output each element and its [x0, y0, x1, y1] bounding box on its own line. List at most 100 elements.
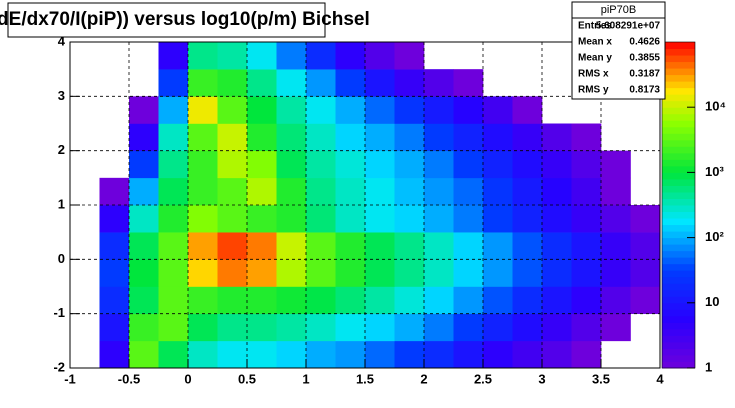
cell	[365, 150, 395, 179]
cell	[247, 205, 277, 233]
axes: -1 -0.5 0 0.5 1 1.5 2 2.5 3 3.5 4-2-10123411010²10…	[53, 1, 726, 386]
chart-title: log(dE/dx70/I(piP)) versus log10(p/m) Bi…	[0, 9, 370, 30]
cell	[247, 69, 277, 97]
cell	[129, 177, 159, 206]
colorbar-step	[662, 107, 695, 115]
colorbar-step	[662, 185, 695, 193]
cell	[512, 232, 543, 260]
colorbar-frame	[661, 41, 696, 369]
cell	[424, 286, 454, 314]
cell	[571, 340, 602, 369]
cell	[335, 123, 366, 151]
cell	[247, 123, 277, 151]
cell	[394, 286, 425, 314]
cell	[365, 177, 395, 206]
cell	[276, 177, 307, 206]
colorbar-step	[662, 126, 695, 134]
colorbar-step	[662, 146, 695, 154]
cell	[335, 313, 366, 342]
cell	[365, 42, 395, 70]
colorbar-step	[662, 133, 695, 141]
cell	[99, 340, 130, 369]
cell	[394, 123, 425, 151]
colorbar-step	[662, 231, 695, 239]
cell	[158, 205, 189, 233]
y-tick-label: -2	[53, 359, 65, 374]
cell	[335, 42, 366, 70]
cell	[453, 123, 484, 151]
cell	[306, 232, 336, 260]
cell	[188, 96, 218, 124]
cell	[129, 205, 159, 233]
cell	[306, 340, 336, 369]
x-tick-label: 2.5	[474, 371, 492, 386]
colorbar-step	[662, 94, 695, 102]
cell	[217, 123, 248, 151]
cell	[188, 150, 218, 179]
cell	[217, 286, 248, 314]
cell	[247, 96, 277, 124]
cell	[424, 259, 454, 287]
cell	[571, 150, 602, 179]
colorbar-step	[662, 283, 695, 291]
cell	[335, 150, 366, 179]
cell	[188, 232, 218, 260]
x-tick-label: 0	[184, 371, 191, 386]
colorbar-step	[662, 296, 695, 304]
cell	[306, 259, 336, 287]
cell	[542, 232, 572, 260]
cell	[276, 69, 307, 97]
cell	[306, 123, 336, 151]
cell	[188, 69, 218, 97]
cell	[129, 232, 159, 260]
x-tick-label: 3.5	[592, 371, 610, 386]
cell	[453, 69, 484, 97]
cell	[365, 340, 395, 369]
cell	[99, 259, 130, 287]
colorbar-step	[662, 68, 695, 76]
z-tick-label: 10	[705, 294, 719, 309]
cell	[483, 313, 513, 342]
cell	[542, 340, 572, 369]
cell	[276, 340, 307, 369]
x-tick-label: -1	[64, 371, 76, 386]
y-tick-label: -1	[53, 305, 65, 320]
cell	[335, 205, 366, 233]
cell	[188, 123, 218, 151]
colorbar-step	[662, 328, 695, 336]
cell	[188, 313, 218, 342]
cell	[247, 313, 277, 342]
cell	[365, 123, 395, 151]
cell	[129, 96, 159, 124]
cell	[601, 232, 631, 260]
cell	[453, 177, 484, 206]
cell	[394, 150, 425, 179]
cell	[365, 205, 395, 233]
cell	[217, 177, 248, 206]
cell	[483, 232, 513, 260]
cell	[571, 232, 602, 260]
colorbar-step	[662, 198, 695, 206]
cell	[483, 205, 513, 233]
cell	[542, 205, 572, 233]
cell	[571, 123, 602, 151]
y-tick-label: 2	[58, 142, 65, 157]
cell	[188, 205, 218, 233]
colorbar-step	[662, 165, 695, 173]
cell	[365, 232, 395, 260]
cell	[335, 232, 366, 260]
z-tick-label: 1	[705, 359, 712, 374]
cell	[276, 205, 307, 233]
colorbar-step	[662, 322, 695, 330]
colorbar-step	[662, 100, 695, 108]
colorbar-step	[662, 205, 695, 213]
cell	[424, 177, 454, 206]
cell	[276, 96, 307, 124]
y-tick-label: 0	[58, 251, 65, 266]
cell	[217, 96, 248, 124]
x-tick-label: 2	[420, 371, 427, 386]
cell	[453, 150, 484, 179]
cell	[571, 259, 602, 287]
cell	[453, 205, 484, 233]
